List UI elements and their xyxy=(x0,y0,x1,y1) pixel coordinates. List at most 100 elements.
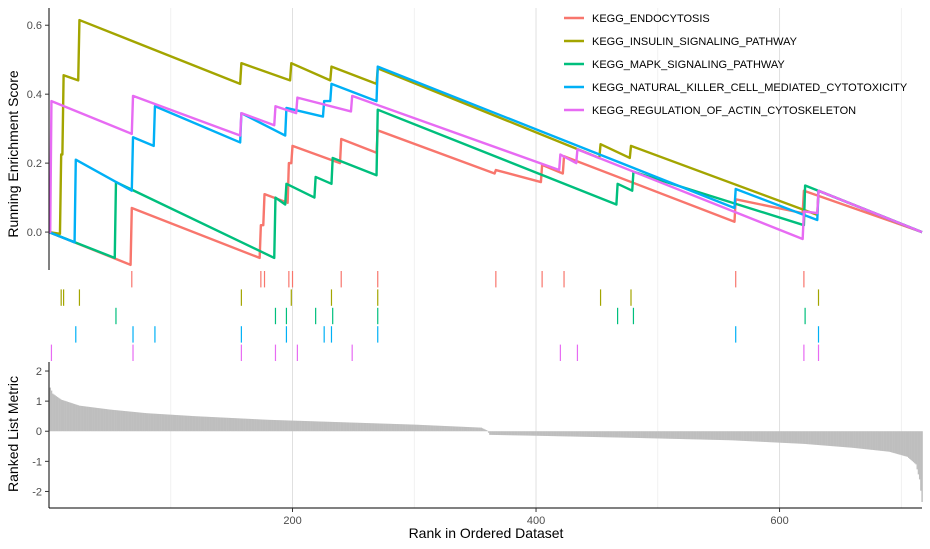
y-tick-label-top: 0.6 xyxy=(27,20,42,32)
metric-bar xyxy=(883,431,886,452)
metric-bar xyxy=(196,416,199,432)
metric-bar xyxy=(203,416,205,432)
metric-bar xyxy=(485,430,487,432)
metric-bar xyxy=(254,419,256,432)
metric-bar xyxy=(430,425,433,432)
metric-bar xyxy=(226,417,228,432)
metric-bar xyxy=(221,417,223,432)
metric-bar xyxy=(530,431,532,436)
metric-bar xyxy=(517,431,519,436)
metric-bar xyxy=(822,431,825,446)
metric-bar xyxy=(746,431,748,442)
metric-bar xyxy=(206,416,209,432)
metric-bar xyxy=(668,431,670,439)
metric-bar xyxy=(632,431,635,438)
metric-bar xyxy=(889,431,892,453)
metric-bar xyxy=(73,404,76,432)
metric-bar xyxy=(306,421,308,432)
metric-bar xyxy=(80,405,82,432)
metric-bar xyxy=(334,422,336,432)
metric-bar xyxy=(542,431,545,436)
metric-bar xyxy=(192,416,194,432)
y-tick-label-top: 0.0 xyxy=(27,227,42,239)
metric-bar xyxy=(223,417,226,432)
metric-bar xyxy=(260,419,262,432)
metric-bar xyxy=(293,420,295,432)
metric-bar xyxy=(606,431,608,438)
metric-bar xyxy=(588,431,591,437)
metric-bar xyxy=(442,425,445,432)
metric-bar xyxy=(291,420,294,432)
metric-bar xyxy=(478,427,480,432)
metric-bar xyxy=(55,396,58,432)
metric-bar xyxy=(546,431,548,436)
metric-bar xyxy=(491,431,494,435)
metric-bar xyxy=(809,431,811,445)
metric-bar xyxy=(688,431,691,440)
metric-bar xyxy=(494,431,496,435)
metric-bar xyxy=(647,431,649,439)
metric-bar xyxy=(664,431,666,439)
metric-bar xyxy=(277,420,279,432)
metric-bar xyxy=(350,422,352,432)
metric-bar xyxy=(268,419,271,432)
metric-bar xyxy=(696,431,698,440)
metric-bar xyxy=(680,431,682,440)
metric-bar xyxy=(853,431,855,448)
metric-bar xyxy=(920,431,922,491)
metric-bar xyxy=(642,431,644,439)
metric-bar xyxy=(635,431,637,438)
metric-bar xyxy=(341,422,344,432)
metric-bar xyxy=(419,424,422,432)
metric-bar xyxy=(136,412,138,432)
metric-bar xyxy=(701,431,703,440)
metric-bar xyxy=(753,431,755,442)
metric-bar xyxy=(501,431,503,436)
metric-bar xyxy=(403,424,406,432)
metric-bar xyxy=(496,431,498,435)
metric-bar xyxy=(438,425,440,432)
metric-bar xyxy=(257,419,260,432)
metric-bar xyxy=(77,405,80,432)
metric-bar xyxy=(590,431,592,437)
metric-bar xyxy=(736,431,738,441)
metric-bar xyxy=(805,431,808,445)
metric-bar xyxy=(808,431,810,445)
metric-bar xyxy=(241,418,244,432)
metric-bar xyxy=(329,421,332,432)
legend-label: KEGG_INSULIN_SIGNALING_PATHWAY xyxy=(592,36,798,48)
metric-bar xyxy=(836,431,838,447)
metric-bar xyxy=(610,431,613,438)
y-axis-title-bottom: Ranked List Metric xyxy=(5,376,21,492)
metric-bar xyxy=(497,431,500,436)
metric-bar xyxy=(480,427,483,432)
metric-bar xyxy=(777,431,780,443)
metric-bar xyxy=(301,420,304,432)
metric-bar xyxy=(201,416,204,432)
metric-bar xyxy=(336,422,339,432)
metric-bar xyxy=(360,422,362,432)
metric-bar xyxy=(162,414,165,432)
metric-bar xyxy=(630,431,632,438)
metric-bar xyxy=(361,422,363,432)
metric-bar xyxy=(397,424,400,432)
metric-bar xyxy=(498,431,501,436)
metric-bar xyxy=(655,431,658,439)
metric-bar xyxy=(543,431,546,436)
metric-bar xyxy=(211,417,213,432)
metric-bar xyxy=(283,420,285,432)
metric-bar xyxy=(63,400,65,432)
metric-bar xyxy=(562,431,564,437)
metric-bar xyxy=(654,431,657,439)
metric-bar xyxy=(609,431,612,438)
metric-bar xyxy=(743,431,746,441)
metric-bar xyxy=(185,415,188,432)
metric-bar xyxy=(280,420,283,432)
metric-bar xyxy=(702,431,704,440)
metric-bar xyxy=(371,423,373,432)
metric-bar xyxy=(597,431,599,438)
metric-bar xyxy=(541,431,543,436)
metric-bar xyxy=(427,425,429,432)
metric-bar xyxy=(651,431,653,439)
x-tick-label: 400 xyxy=(527,515,545,527)
